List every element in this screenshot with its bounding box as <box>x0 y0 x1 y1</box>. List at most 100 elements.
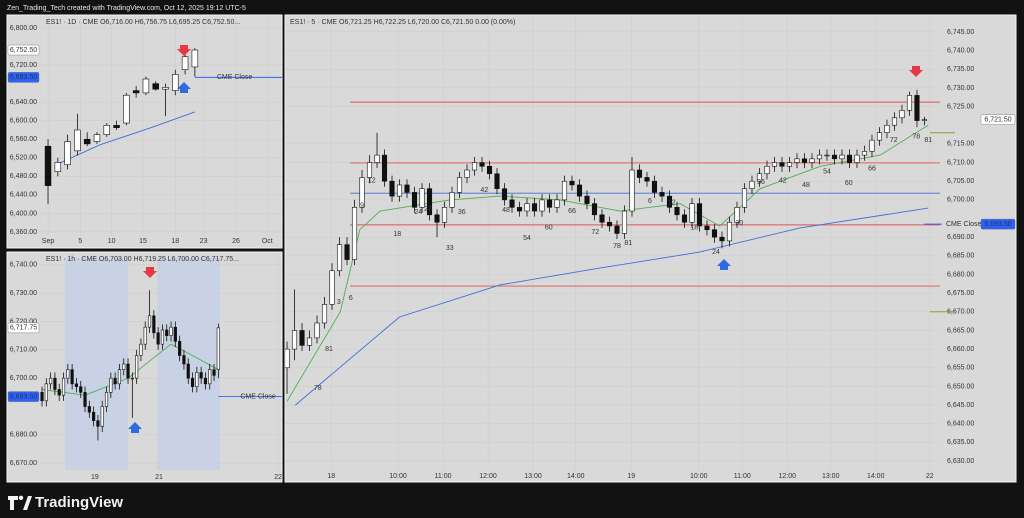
candle-body <box>57 389 61 396</box>
candle-body <box>64 141 71 166</box>
candle-body <box>899 110 905 119</box>
candle-body <box>70 369 74 385</box>
axes: ES1! · 1D · CME O6,716.00 H6,756.75 L6,6… <box>7 19 1016 481</box>
candle-body <box>113 377 117 385</box>
candle-body <box>666 195 673 208</box>
candle-body <box>854 154 860 163</box>
sell-arrow <box>909 66 923 77</box>
x-tick-label: 11:00 <box>734 473 751 480</box>
candle-body <box>96 420 100 427</box>
y-tick-label: 6,800.00 <box>10 25 37 32</box>
candle-body <box>103 125 111 135</box>
candle-body <box>44 145 52 186</box>
cme-close-badge <box>7 391 40 402</box>
candle-body <box>554 199 560 208</box>
candle-body <box>147 315 152 328</box>
cme-close-text: CME Close <box>946 221 982 228</box>
candle-body <box>87 406 91 413</box>
candle-body <box>381 154 388 182</box>
brand: TradingView <box>8 494 123 511</box>
bar-count: 54 <box>523 235 531 242</box>
y-tick-label: 6,700.00 <box>947 197 974 204</box>
candle-body <box>546 199 553 208</box>
candle-body <box>524 203 530 212</box>
bar-count: 30 <box>735 220 743 227</box>
x-tick-label: 18 <box>327 473 335 480</box>
candle-body <box>816 154 823 160</box>
candle-body <box>113 125 120 128</box>
candle-body <box>195 372 199 387</box>
candle-body <box>61 377 66 396</box>
y-tick-label: 6,600.00 <box>10 118 37 125</box>
x-tick-label: 12:00 <box>479 473 497 480</box>
bar-count: 33 <box>446 245 454 252</box>
cme-close-badge <box>980 218 1016 230</box>
bar-count: 42 <box>480 187 488 194</box>
y-tick-label: 6,670.00 <box>947 309 974 316</box>
y-tick-label: 6,650.00 <box>947 383 974 390</box>
candle-body <box>884 124 890 134</box>
candle-body <box>92 411 96 421</box>
price-tag-badge <box>7 44 40 56</box>
candle-body <box>606 221 613 227</box>
y-tick-label: 6,640.00 <box>10 99 37 106</box>
candle-body <box>914 95 920 121</box>
candle-body <box>186 363 190 379</box>
bar-count: 81 <box>924 137 932 144</box>
cme-close-label: 6,693.50 <box>10 74 37 81</box>
candle-body <box>756 173 763 182</box>
candle-body <box>426 188 433 216</box>
bar-count: 60 <box>845 180 853 187</box>
candle-body <box>824 154 830 157</box>
candle-body <box>162 87 169 90</box>
candle-body <box>494 173 500 189</box>
candle-body <box>419 188 425 208</box>
panel-hourly <box>6 251 283 483</box>
candle-body <box>464 169 470 178</box>
candle-body <box>123 94 130 124</box>
y-tick-label: 6,400.00 <box>10 210 37 217</box>
price-tag-label: 6,752.50 <box>10 47 37 54</box>
sell-arrow <box>143 267 157 278</box>
cme-close-label: 6,693.50 <box>10 393 37 400</box>
candle-body <box>299 330 305 346</box>
candle-body <box>576 184 583 197</box>
x-tick-label: 5 <box>78 238 82 245</box>
candle-body <box>771 162 778 167</box>
candle-body <box>351 207 358 260</box>
candle-body <box>135 355 139 379</box>
y-tick-label: 6,720.00 <box>10 318 37 325</box>
bar-count: 24 <box>414 209 422 216</box>
candle-body <box>741 188 748 208</box>
y-tick-label: 6,520.00 <box>10 155 37 162</box>
buy-arrow <box>177 82 191 93</box>
candle-body <box>644 177 650 182</box>
y-tick-label: 6,700.00 <box>10 375 37 382</box>
candle-body <box>314 322 320 339</box>
x-tick-label: 19 <box>91 474 99 481</box>
sell-arrow <box>177 45 191 56</box>
bar-count: 48 <box>802 182 810 189</box>
candle-body <box>54 162 62 173</box>
candle-body <box>681 214 688 223</box>
candle-body <box>659 192 665 197</box>
candle-body <box>396 184 403 197</box>
candle-body <box>501 188 508 201</box>
candle-body <box>199 372 203 379</box>
brand-name: TradingView <box>35 494 123 511</box>
candle-body <box>143 326 147 345</box>
candle-body <box>636 169 643 178</box>
x-tick-label: Sep <box>42 238 55 245</box>
bar-count: 12 <box>368 178 376 185</box>
cme-close-text: CME Close <box>240 393 276 400</box>
bar-count: 81 <box>624 240 632 247</box>
candle-body <box>921 119 928 121</box>
bar-count: 36 <box>757 179 765 186</box>
price-tag-label: 6,721.50 <box>984 116 1011 123</box>
y-tick-label: 6,745.00 <box>947 29 974 36</box>
y-tick-label: 6,640.00 <box>947 421 974 428</box>
chart-title: ES1! · 1h · CME O6,703.00 H6,719.25 L6,7… <box>46 256 239 263</box>
candle-body <box>190 377 195 387</box>
candle-body <box>861 151 868 156</box>
